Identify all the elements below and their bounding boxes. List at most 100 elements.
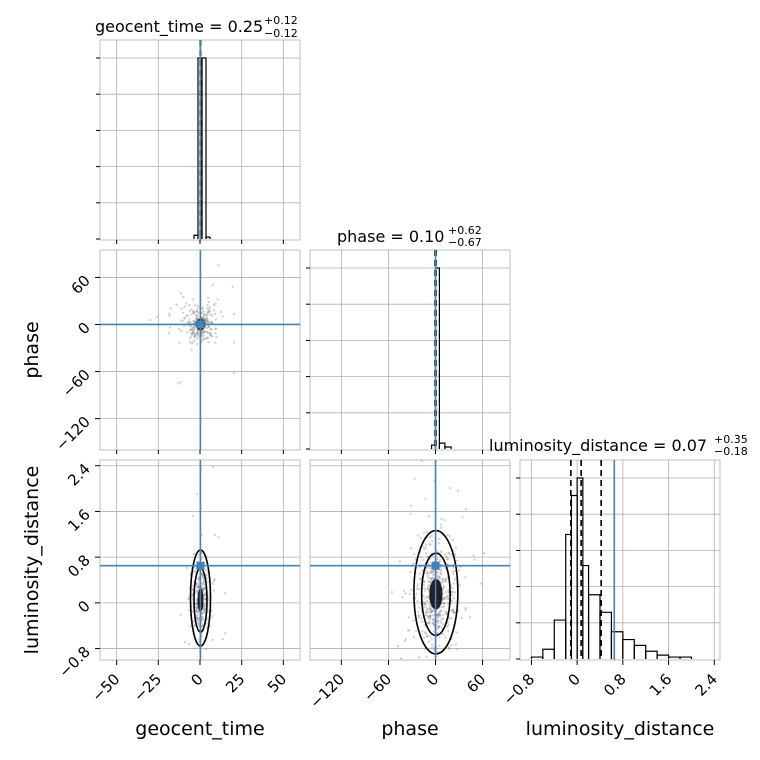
sample-point xyxy=(444,580,447,583)
sample-point xyxy=(443,596,446,599)
sample-point xyxy=(196,611,200,614)
ytick-label-luminosity_distance-2: 0.8 xyxy=(64,551,94,581)
sample-point xyxy=(438,576,441,579)
sample-point xyxy=(203,317,206,321)
sample-point xyxy=(441,592,445,595)
sample-point xyxy=(192,331,196,334)
ytick-label-phase-3: 60 xyxy=(68,272,94,298)
sample-point xyxy=(214,327,217,330)
sample-point xyxy=(197,617,200,620)
sample-point xyxy=(203,587,206,590)
sample-point xyxy=(203,586,206,590)
sample-point xyxy=(419,536,422,540)
sample-point xyxy=(430,638,433,641)
sample-point xyxy=(206,296,210,300)
sample-point xyxy=(180,307,183,310)
sample-point xyxy=(231,285,234,289)
sample-point xyxy=(186,320,190,324)
sample-point xyxy=(186,330,189,334)
sample-point xyxy=(472,554,475,557)
xtick-label-luminosity_distance-0: −0.8 xyxy=(500,670,538,708)
sample-point xyxy=(457,609,460,612)
sample-point xyxy=(428,614,432,618)
sample-point xyxy=(428,605,431,608)
sample-point xyxy=(442,587,445,590)
sample-point xyxy=(439,620,442,623)
hist-bar-luminosity_distance-1 xyxy=(542,648,555,659)
sample-point xyxy=(418,656,421,659)
sample-point xyxy=(452,611,456,614)
sample-point xyxy=(454,643,458,646)
sample-point xyxy=(210,320,213,323)
sample-point xyxy=(201,337,205,341)
sample-point xyxy=(194,317,198,321)
sample-point xyxy=(454,546,457,550)
sample-point xyxy=(179,319,182,322)
sample-point xyxy=(201,573,204,576)
sample-point xyxy=(453,611,456,614)
sample-point xyxy=(424,632,427,635)
sample-point xyxy=(193,623,196,627)
sample-point xyxy=(437,625,441,629)
ytick-label-phase-2: 0 xyxy=(74,319,93,338)
sample-point xyxy=(419,577,422,580)
sample-point xyxy=(193,311,196,315)
sample-point xyxy=(426,607,429,610)
sample-point xyxy=(202,331,205,334)
sample-point xyxy=(209,334,213,337)
sample-point xyxy=(191,329,194,333)
sample-point xyxy=(450,616,453,620)
sample-point xyxy=(438,624,441,628)
sample-point xyxy=(205,318,208,322)
sample-point xyxy=(452,608,455,612)
sample-point xyxy=(421,569,424,572)
sample-point xyxy=(424,597,427,600)
sample-point xyxy=(425,587,429,590)
title-geocent-time-upper: +0.12 xyxy=(264,14,298,27)
sample-point xyxy=(428,615,431,618)
sample-point xyxy=(419,578,422,581)
sample-point xyxy=(423,586,426,590)
sample-point xyxy=(233,312,236,316)
sample-point xyxy=(212,303,216,307)
sample-point xyxy=(223,592,227,595)
sample-point xyxy=(445,557,449,560)
sample-point xyxy=(442,585,446,589)
sample-point xyxy=(444,612,448,615)
hist-bar-phase-3 xyxy=(444,446,452,449)
sample-point xyxy=(428,566,431,570)
sample-point xyxy=(196,331,199,334)
sample-point xyxy=(203,594,206,597)
sample-point xyxy=(396,645,400,648)
sample-point xyxy=(208,313,211,316)
sample-point xyxy=(196,590,199,593)
sample-point xyxy=(188,304,191,307)
sample-point xyxy=(211,283,215,287)
sample-point xyxy=(183,317,186,320)
sample-point xyxy=(424,543,428,546)
sample-point xyxy=(201,623,204,626)
sample-point xyxy=(431,569,435,572)
sample-point xyxy=(205,315,209,318)
sample-point xyxy=(427,610,430,614)
sample-point xyxy=(207,300,211,304)
sample-point xyxy=(206,311,209,314)
sample-point xyxy=(437,621,440,625)
hist-bar-luminosity_distance-9 xyxy=(610,631,624,659)
sample-point xyxy=(450,643,453,647)
sample-point xyxy=(439,559,442,562)
sample-point xyxy=(440,550,443,553)
sample-point xyxy=(189,332,193,335)
sample-point xyxy=(192,309,195,313)
sample-point xyxy=(217,264,220,267)
sample-point xyxy=(195,610,198,613)
sample-point xyxy=(416,585,419,588)
sample-point xyxy=(203,337,206,340)
sample-point xyxy=(196,610,199,613)
sample-point xyxy=(442,601,445,604)
sample-point xyxy=(191,341,195,344)
sample-point xyxy=(432,623,436,626)
sample-point xyxy=(451,608,454,612)
sample-point xyxy=(427,584,430,587)
sample-point xyxy=(452,610,456,614)
